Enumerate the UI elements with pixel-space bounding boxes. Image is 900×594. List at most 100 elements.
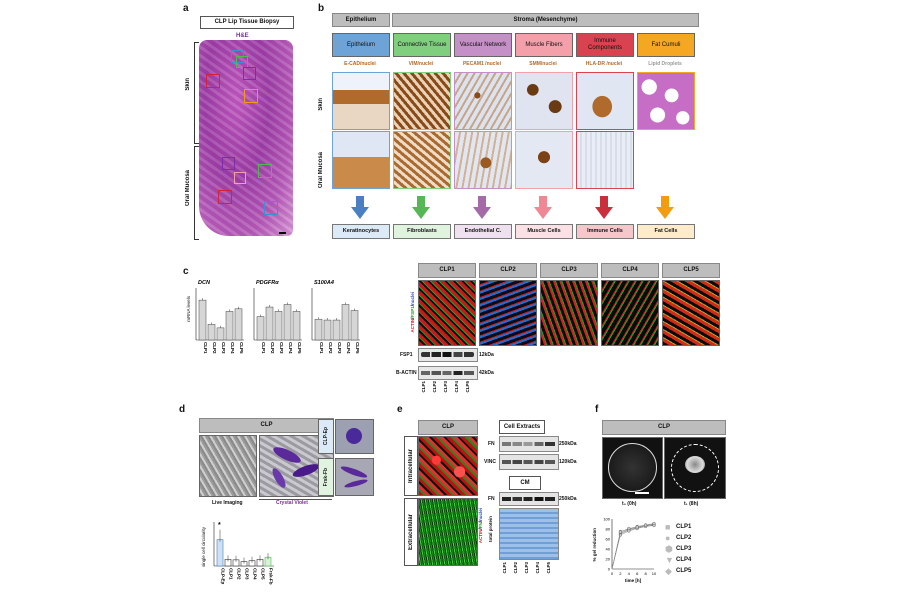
- f-xtick-5: 10: [652, 571, 657, 576]
- roi-box-red-bottom: [218, 190, 232, 204]
- if-image-2: [479, 280, 537, 346]
- f-ytick-3: 60: [606, 537, 611, 542]
- legend-marker-1: ■: [665, 522, 671, 532]
- gel-ylabel: % gel reduction: [592, 528, 597, 562]
- arrow-3: [473, 196, 491, 220]
- t0-label: t₀ (0h): [622, 501, 637, 507]
- arrow-4: [534, 196, 552, 220]
- if-image-4: [601, 280, 659, 346]
- e-lane-4: CLP4: [535, 562, 540, 574]
- clp-ep-sidebox: CLP-Ep: [318, 419, 334, 454]
- marker-label-6: Lipid Droplets: [648, 61, 682, 67]
- fsp1-row-label: FSP1: [400, 352, 413, 358]
- f-ytick-1: 20: [606, 557, 611, 562]
- d-xtick-4: CLP4: [253, 568, 258, 580]
- f-line-2: [611, 524, 655, 570]
- total-protein-gel: [499, 508, 559, 560]
- cell-type-6: Fat Cells: [637, 224, 695, 239]
- fn-label: FN: [488, 441, 495, 447]
- marker-label-5: HLA-DR /nuclei: [585, 61, 623, 67]
- category-1-box: Epithelium: [332, 33, 390, 57]
- c-xtick-1-3: CLP4: [288, 342, 293, 354]
- he-stain-label: H&E: [236, 33, 249, 39]
- skin-tile-1: [332, 72, 390, 130]
- legend-marker-2: ●: [665, 533, 671, 543]
- d-bar-0: [216, 539, 224, 567]
- c-bar-0-4: [234, 308, 243, 341]
- oral-tile-4: [515, 131, 573, 189]
- f-xtick-3: 6: [636, 571, 639, 576]
- oral-tile-1: [332, 131, 390, 189]
- epithelium-header: Epithelium: [332, 13, 390, 27]
- arrow-5: [595, 196, 613, 220]
- oral-bracket: [194, 146, 199, 240]
- legend-label-4: CLP4: [676, 557, 692, 563]
- f-ytick-0: 0: [608, 567, 611, 572]
- arrow-1: [351, 196, 369, 220]
- c-bar-1-3: [283, 304, 292, 341]
- bactin-blot: [418, 366, 478, 380]
- c-bar-1-0: [256, 316, 265, 341]
- oral-row-label: Oral Mucosa: [318, 152, 324, 189]
- live-imaging-image: [199, 435, 257, 497]
- f-point-4-4: [643, 523, 648, 527]
- extracellular-image: [418, 498, 478, 566]
- cell-type-2: Fibroblasts: [393, 224, 451, 239]
- category-3-box: Vascular Network: [454, 33, 512, 57]
- cell-type-3: Endothelial C.: [454, 224, 512, 239]
- e-lane-1: CLP1: [502, 562, 507, 574]
- biopsy-title: CLP Lip Tissue Biopsy: [200, 16, 294, 29]
- c-bar-2-0: [314, 318, 323, 341]
- gel-t0-image: [602, 437, 663, 499]
- c-xtick-1-4: CLP5: [297, 342, 302, 354]
- vinc-blot: [499, 454, 559, 470]
- vinc-kda: 120kDa: [559, 459, 577, 465]
- e-lane-2: CLP2: [513, 562, 518, 574]
- d-xtick-0: CLP-Ep: [221, 568, 226, 585]
- c-bar-2-2: [332, 319, 341, 341]
- cell-type-1: Keratinocytes: [332, 224, 390, 239]
- c-xtick-2-1: CLP2: [328, 342, 333, 354]
- category-2-box: Connective Tissue: [393, 33, 451, 57]
- oral-region-label: Oral Mucosa: [185, 170, 191, 207]
- intracellular-box: Intracellular: [404, 436, 418, 496]
- c-xtick-0-4: CLP5: [239, 342, 244, 354]
- f-ytick-4: 80: [606, 527, 611, 532]
- c-bar-0-2: [216, 327, 225, 341]
- f-ytick-5: 100: [603, 517, 610, 522]
- roi-box-purple-bottom: [222, 157, 235, 170]
- d-significance-star: *: [218, 522, 221, 529]
- d-xtick-1: CLP1: [229, 568, 234, 580]
- oral-tile-2: [393, 131, 451, 189]
- t1-label: t₁ (8h): [684, 501, 699, 507]
- clp-ep-image: [335, 419, 374, 454]
- intracellular-image: [418, 436, 478, 496]
- f-line-4: [611, 523, 655, 570]
- skin-region-label: Skin: [185, 78, 191, 91]
- skin-tile-3: [454, 72, 512, 130]
- gel-t1-image: [664, 437, 726, 499]
- d-xtick-2: CLP2: [237, 568, 242, 580]
- legend-marker-5: ◆: [665, 566, 672, 576]
- f-ytick-2: 40: [606, 547, 611, 552]
- e-lane-3: CLP3: [524, 562, 529, 574]
- bactin-kda: 42kDa: [479, 370, 494, 376]
- c-bar-1-4: [292, 311, 301, 341]
- if-header-3: CLP3: [540, 263, 598, 278]
- c-xtick-1-2: CLP3: [279, 342, 284, 354]
- oral-tile-5: [576, 131, 634, 189]
- gene-name-2: S100A4: [314, 280, 334, 286]
- oral-tile-3: [454, 131, 512, 189]
- legend-label-3: CLP3: [676, 546, 692, 552]
- panel-label-b: b: [318, 3, 325, 14]
- roi-box-purple-top: [243, 67, 256, 80]
- fn-cm-label: FN: [488, 496, 495, 502]
- if-image-3: [540, 280, 598, 346]
- category-5-box: Immune Components: [576, 33, 634, 57]
- circularity-chart: CLP-Ep CLP1 CLP2 CLP3 CLP4 CLP5 Frsk-Fb *: [213, 522, 274, 585]
- roi-box-orange: [244, 89, 258, 103]
- f-point-4-5: [652, 521, 656, 526]
- if-stain-label: ACTIN/FSP1/nuclei: [409, 291, 415, 333]
- c-xtick-0-0: CLP1: [203, 342, 208, 354]
